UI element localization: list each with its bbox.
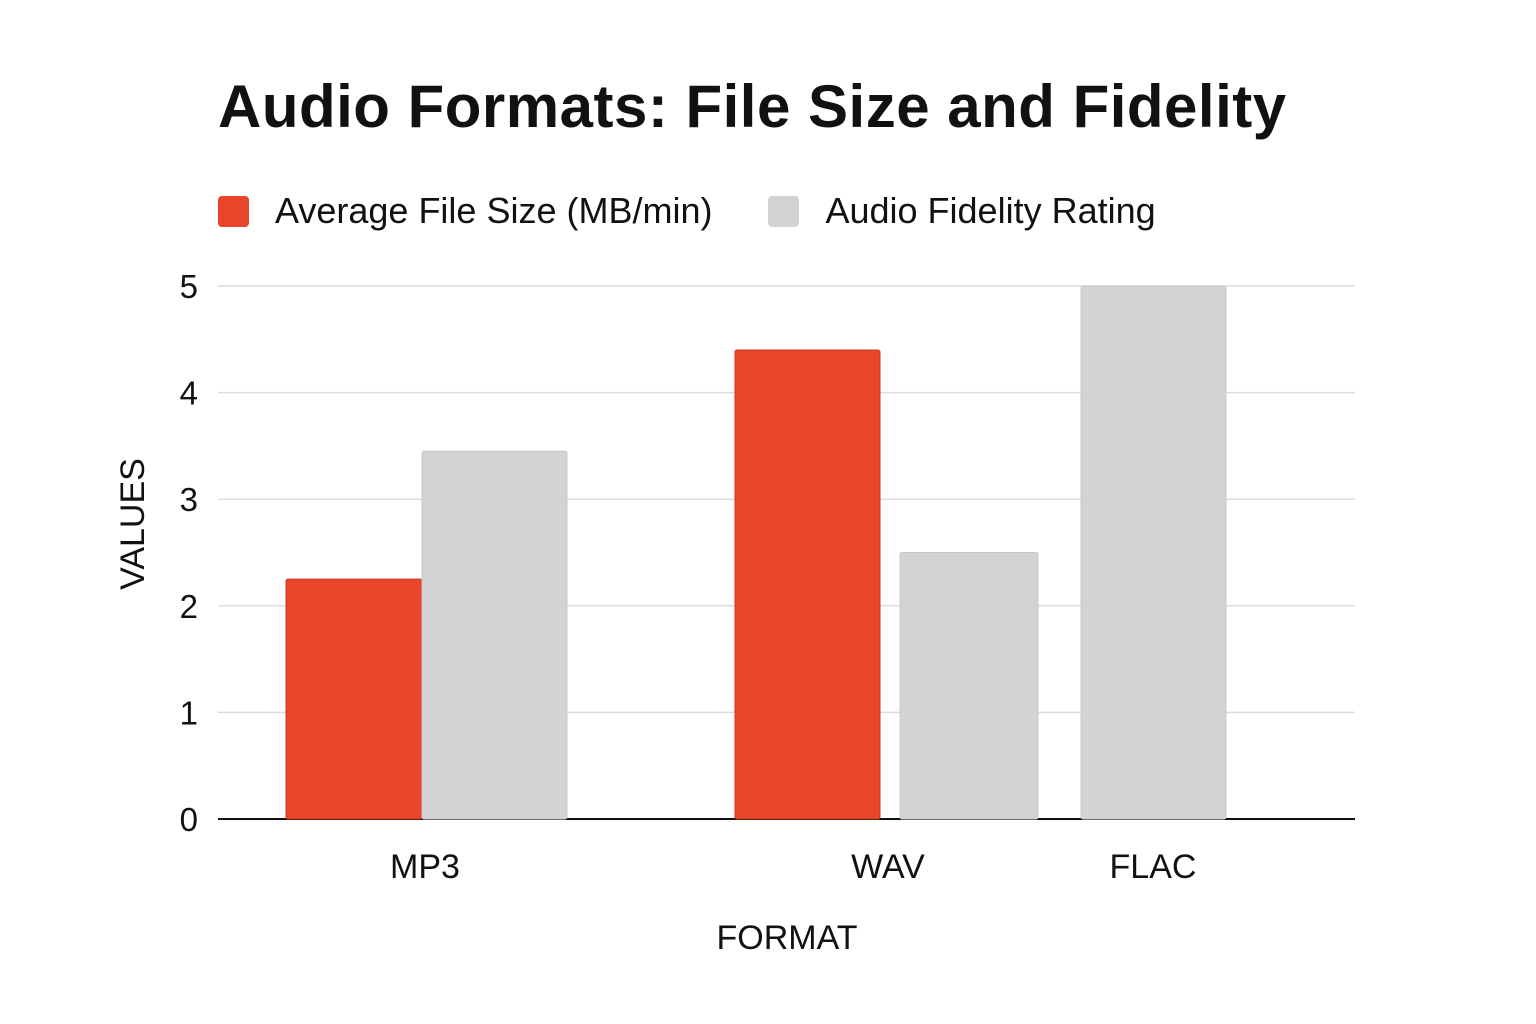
legend: Average File Size (MB/min) Audio Fidelit… xyxy=(218,190,1212,232)
bar-mp3-file-size xyxy=(285,578,423,820)
bar-mp3-fidelity xyxy=(421,450,568,820)
y-tick-label: 2 xyxy=(180,588,198,625)
y-axis-label: VALUES xyxy=(114,458,152,590)
x-tick-label: MP3 xyxy=(390,848,460,886)
x-tick-label: FLAC xyxy=(1110,848,1197,886)
chart-title: Audio Formats: File Size and Fidelity xyxy=(218,73,1287,140)
legend-swatch-file-size xyxy=(218,195,249,227)
y-tick-label: 1 xyxy=(180,694,198,731)
legend-item-fidelity: Audio Fidelity Rating xyxy=(768,190,1156,232)
bar-wav-fidelity xyxy=(899,552,1039,820)
x-tick-label: WAV xyxy=(851,848,925,886)
y-tick-label: 4 xyxy=(180,375,198,412)
legend-item-file-size: Average File Size (MB/min) xyxy=(218,190,712,232)
bar-wav-file-size xyxy=(734,349,881,820)
legend-swatch-fidelity xyxy=(768,195,800,227)
y-tick-label: 3 xyxy=(180,481,198,518)
y-tick-label: 0 xyxy=(180,801,198,838)
x-axis-label: FORMAT xyxy=(716,919,857,957)
y-tick-label: 5 xyxy=(180,268,198,305)
legend-label-fidelity: Audio Fidelity Rating xyxy=(825,190,1156,231)
bar-flac-fidelity xyxy=(1080,285,1227,820)
legend-label-file-size: Average File Size (MB/min) xyxy=(275,190,713,231)
